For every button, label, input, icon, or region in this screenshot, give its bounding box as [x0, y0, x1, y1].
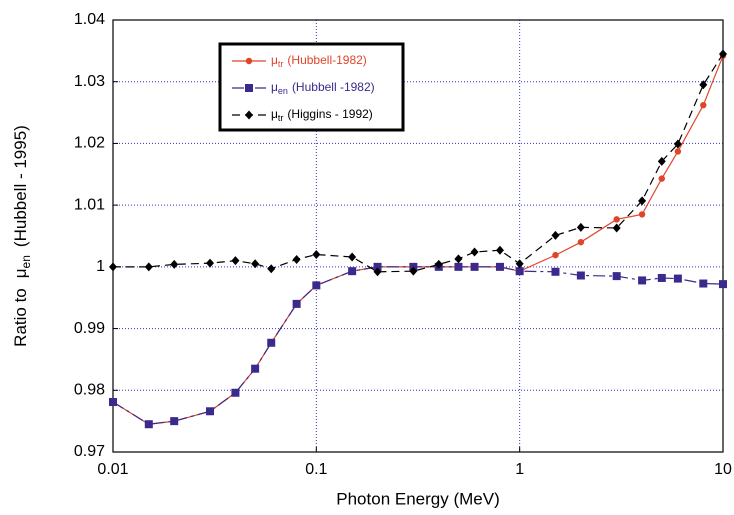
marker [409, 266, 418, 276]
marker [658, 175, 665, 182]
marker [515, 267, 524, 276]
y-label-subscript: en [19, 255, 33, 268]
marker [699, 80, 708, 90]
legend-subscript: en [278, 86, 288, 96]
plot-frame [112, 19, 724, 453]
marker [454, 254, 463, 264]
marker [206, 407, 215, 416]
marker [245, 110, 253, 120]
marker [552, 251, 559, 259]
series-line [112, 55, 724, 425]
marker [674, 148, 682, 155]
marker [700, 101, 707, 109]
y-tick-label: 1.01 [74, 196, 105, 213]
legend-symbol: μ [271, 80, 278, 94]
y-axis-title: Ratio to μen (Hubbell - 1995) [11, 125, 33, 347]
y-tick-label: 1 [96, 258, 105, 275]
legend: μtr (Hubbell-1982)μen (Hubbell -1982)μtr (H… [218, 42, 405, 132]
marker [245, 84, 253, 92]
marker [719, 280, 727, 289]
marker [719, 49, 727, 59]
y-tick-label: 0.97 [74, 443, 105, 460]
marker [170, 417, 179, 426]
marker [373, 262, 382, 271]
marker [312, 250, 321, 260]
marker [470, 247, 479, 257]
marker [495, 245, 504, 255]
marker [638, 196, 647, 206]
marker [576, 271, 585, 280]
marker [245, 57, 253, 65]
marker [515, 259, 524, 269]
legend-name: (Higgins - 1992) [287, 107, 372, 121]
marker [454, 262, 463, 271]
y-tick-label: 1.04 [74, 11, 105, 28]
x-axis-title: Photon Energy (MeV) [336, 489, 499, 508]
legend-name: (Hubbell-1982) [287, 53, 366, 67]
marker [348, 252, 357, 262]
legend-subscript: tr [278, 59, 284, 69]
y-tick-label: 1.02 [74, 135, 105, 152]
legend-subscript: tr [278, 113, 284, 123]
legend-label: μen (Hubbell -1982) [271, 80, 375, 96]
marker [348, 267, 357, 276]
y-label-suffix: (Hubbell - 1995) [11, 125, 30, 247]
marker [251, 259, 260, 269]
x-tick-label: 1 [515, 461, 524, 478]
marker [292, 299, 301, 308]
marker [144, 420, 153, 429]
marker [673, 274, 682, 283]
y-label-symbol: μ [11, 268, 30, 278]
marker [170, 259, 179, 269]
marker [551, 230, 560, 240]
marker [612, 272, 621, 281]
marker [699, 279, 708, 288]
x-tick-label: 0.1 [305, 461, 327, 478]
legend-label: μtr (Higgins - 1992) [271, 107, 373, 123]
marker [470, 262, 479, 271]
marker [267, 338, 276, 347]
marker [312, 281, 321, 290]
marker [657, 273, 666, 282]
marker [638, 276, 647, 285]
marker [267, 264, 276, 274]
marker [109, 398, 117, 407]
series-line [112, 266, 724, 425]
marker [657, 156, 666, 166]
marker [292, 254, 301, 264]
series-line [113, 53, 724, 273]
y-tick-label: 0.99 [74, 320, 105, 337]
y-tick-label: 1.03 [74, 73, 105, 90]
marker [206, 258, 215, 268]
x-tick-label: 0.01 [97, 461, 128, 478]
legend-label: μtr (Hubbell-1982) [271, 53, 367, 69]
marker [612, 223, 621, 233]
marker [551, 267, 560, 276]
marker [434, 259, 443, 269]
legend-symbol: μ [271, 107, 278, 121]
marker [673, 139, 682, 149]
y-tick-label: 0.98 [74, 382, 105, 399]
marker [576, 222, 585, 232]
marker [231, 256, 240, 266]
marker [495, 262, 504, 271]
marker [144, 262, 153, 272]
marker [613, 216, 620, 223]
marker [251, 364, 260, 373]
legend-symbol: μ [271, 53, 278, 67]
y-label-prefix: Ratio to [11, 288, 30, 347]
marker [109, 262, 117, 272]
marker [577, 238, 585, 246]
marker [231, 388, 240, 397]
x-tick-label: 10 [714, 461, 732, 478]
marker [638, 211, 646, 218]
marker [373, 267, 382, 277]
legend-name: (Hubbell -1982) [292, 80, 375, 94]
